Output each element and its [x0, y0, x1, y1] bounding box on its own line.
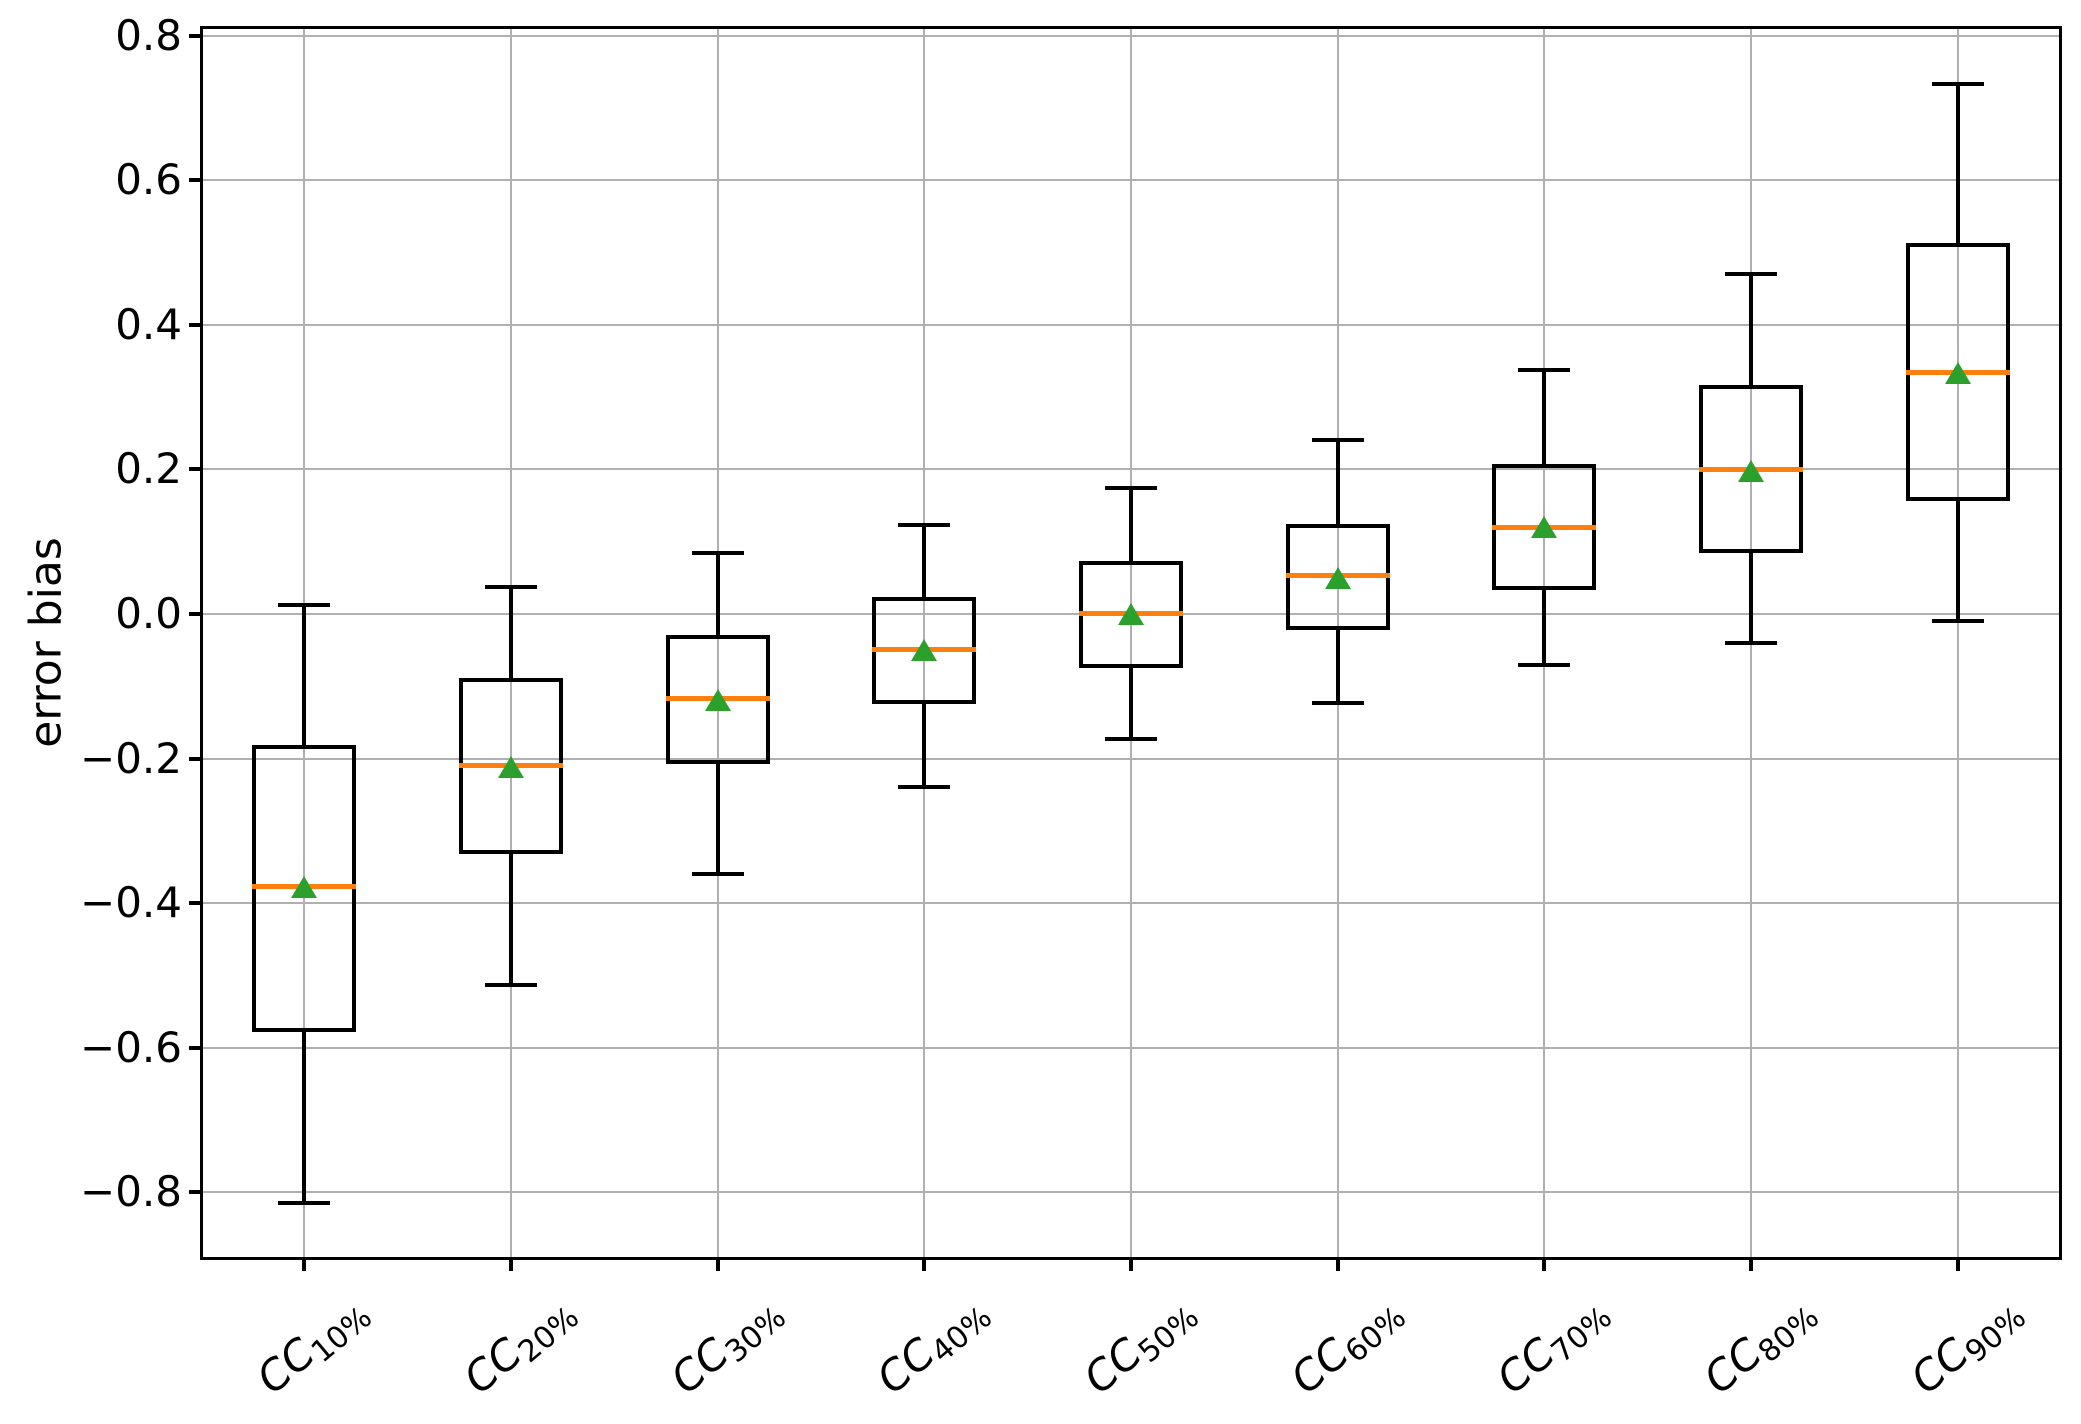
mean-marker: [705, 689, 731, 711]
whisker-cap-bottom: [1105, 737, 1157, 741]
y-tick-mark: [189, 467, 201, 471]
mean-marker: [291, 876, 317, 898]
whisker-lower: [302, 1032, 306, 1203]
y-tick-mark: [189, 1046, 201, 1050]
whisker-upper: [1542, 370, 1546, 464]
plot-border: [200, 26, 2062, 1260]
whisker-upper: [509, 587, 513, 678]
y-tick-label: 0.8: [115, 11, 182, 60]
x-tick-label: CC50%: [1075, 1285, 1206, 1408]
whisker-cap-top: [1518, 368, 1570, 372]
x-tick-label: CC30%: [662, 1285, 793, 1408]
mean-marker: [1945, 362, 1971, 384]
whisker-cap-top: [1932, 82, 1984, 86]
y-tick-label: −0.4: [80, 878, 182, 927]
mean-marker: [1118, 603, 1144, 625]
whisker-upper: [1749, 274, 1753, 385]
whisker-upper: [1956, 84, 1960, 243]
y-tick-label: −0.8: [80, 1167, 182, 1216]
y-tick-label: 0.6: [115, 155, 182, 204]
whisker-cap-bottom: [1518, 663, 1570, 667]
mean-marker: [1325, 567, 1351, 589]
whisker-lower: [1956, 501, 1960, 621]
whisker-upper: [302, 605, 306, 745]
whisker-upper: [922, 525, 926, 597]
whisker-lower: [922, 704, 926, 787]
whisker-upper: [716, 553, 720, 635]
y-tick-label: 0.2: [115, 444, 182, 493]
x-tick-mark: [1542, 1259, 1546, 1271]
whisker-cap-top: [278, 603, 330, 607]
whisker-cap-bottom: [1312, 701, 1364, 705]
whisker-cap-top: [1105, 486, 1157, 490]
whisker-cap-bottom: [1932, 619, 1984, 623]
y-tick-mark: [189, 323, 201, 327]
x-tick-mark: [1749, 1259, 1753, 1271]
whisker-cap-top: [1725, 272, 1777, 276]
x-tick-mark: [302, 1259, 306, 1271]
x-tick-mark: [716, 1259, 720, 1271]
whisker-cap-bottom: [1725, 641, 1777, 645]
y-tick-mark: [189, 757, 201, 761]
x-tick-label: CC10%: [248, 1285, 379, 1408]
y-tick-mark: [189, 178, 201, 182]
whisker-cap-top: [485, 585, 537, 589]
whisker-cap-top: [1312, 438, 1364, 442]
x-tick-label: CC20%: [455, 1285, 586, 1408]
whisker-lower: [1129, 668, 1133, 739]
whisker-upper: [1336, 440, 1340, 524]
mean-marker: [1738, 460, 1764, 482]
y-tick-label: 0.0: [115, 589, 182, 638]
x-tick-label: CC60%: [1282, 1285, 1413, 1408]
x-gridline: [717, 27, 719, 1259]
x-tick-label: CC90%: [1902, 1285, 2033, 1408]
mean-marker: [911, 639, 937, 661]
x-tick-label: CC40%: [868, 1285, 999, 1408]
whisker-cap-bottom: [692, 872, 744, 876]
y-tick-mark: [189, 901, 201, 905]
y-tick-label: 0.4: [115, 300, 182, 349]
x-gridline: [1957, 27, 1959, 1259]
whisker-lower: [716, 764, 720, 874]
whisker-cap-top: [898, 523, 950, 527]
mean-marker: [1531, 516, 1557, 538]
y-tick-label: −0.2: [80, 734, 182, 783]
x-tick-mark: [1129, 1259, 1133, 1271]
whisker-cap-bottom: [278, 1201, 330, 1205]
whisker-cap-bottom: [898, 785, 950, 789]
whisker-lower: [509, 854, 513, 985]
whisker-lower: [1542, 590, 1546, 665]
whisker-cap-top: [692, 551, 744, 555]
whisker-lower: [1749, 553, 1753, 643]
x-tick-mark: [1956, 1259, 1960, 1271]
x-tick-mark: [509, 1259, 513, 1271]
x-tick-mark: [1336, 1259, 1340, 1271]
y-tick-label: −0.6: [80, 1023, 182, 1072]
x-tick-label: CC70%: [1488, 1285, 1619, 1408]
mean-marker: [498, 756, 524, 778]
whisker-cap-bottom: [485, 983, 537, 987]
whisker-lower: [1336, 630, 1340, 703]
y-tick-mark: [189, 34, 201, 38]
whisker-upper: [1129, 488, 1133, 561]
x-tick-mark: [922, 1259, 926, 1271]
x-gridline: [1130, 27, 1132, 1259]
y-tick-mark: [189, 1190, 201, 1194]
x-tick-label: CC80%: [1695, 1285, 1826, 1408]
y-tick-mark: [189, 612, 201, 616]
